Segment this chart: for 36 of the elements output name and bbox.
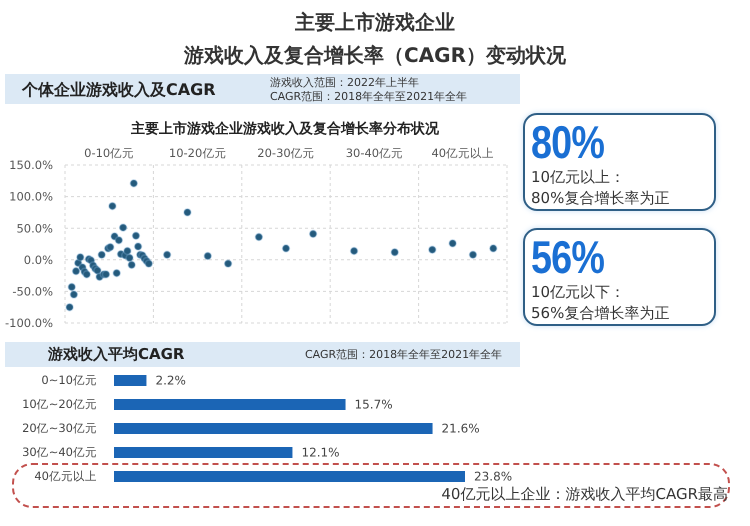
y-tick-label: 40亿元以上 bbox=[34, 469, 97, 484]
y-tick-label: 30亿~40亿元 bbox=[22, 445, 97, 460]
y-tick-label: 100.0% bbox=[9, 190, 54, 204]
y-tick-label: 0~10亿元 bbox=[41, 373, 97, 388]
x-tick-label: 30-40亿元 bbox=[346, 146, 404, 160]
text: 10亿元以上： bbox=[531, 168, 626, 186]
text: 80% bbox=[531, 116, 604, 168]
text: 56%复合增长率为正 bbox=[531, 304, 670, 322]
text: 10亿元以下： bbox=[531, 283, 626, 301]
data-label: 23.8% bbox=[474, 470, 512, 484]
text: 主要上市游戏企业 bbox=[295, 10, 455, 34]
x-tick-label: 0-10亿元 bbox=[84, 146, 134, 160]
text: 80%复合增长率为正 bbox=[531, 189, 670, 207]
y-tick-label: -50.0% bbox=[12, 284, 54, 298]
x-tick-label: 20-30亿元 bbox=[257, 146, 315, 160]
x-tick-label: 10-20亿元 bbox=[168, 146, 226, 160]
data-label: 12.1% bbox=[301, 446, 340, 460]
y-tick-label: 0.0% bbox=[24, 252, 54, 267]
annotation: 40亿元以上企业：游戏收入平均CAGR最高 bbox=[441, 485, 728, 503]
data-label: 2.2% bbox=[155, 374, 186, 388]
text: 游戏收入及复合增长率（CAGR）变动状况 bbox=[184, 43, 566, 67]
y-tick-label: 50.0% bbox=[16, 221, 54, 236]
chart-title: 主要上市游戏企业游戏收入及复合增长率分布状况 bbox=[131, 121, 439, 137]
text: 游戏收入范围：2022年上半年 bbox=[270, 76, 419, 89]
chart-title: 游戏收入平均CAGR bbox=[48, 345, 184, 363]
data-label: 21.6% bbox=[442, 422, 480, 436]
y-tick-label: 20亿~30亿元 bbox=[22, 421, 97, 436]
x-tick-label: 40亿元以上 bbox=[431, 146, 494, 160]
text: CAGR范围：2018年全年至2021年全年 bbox=[305, 348, 502, 361]
chart-subtitle: 个体企业游戏收入及CAGR bbox=[22, 80, 216, 99]
text: CAGR范围：2018年全年至2021年全年 bbox=[270, 90, 468, 103]
y-tick-label: 10亿~20亿元 bbox=[22, 397, 97, 412]
data-label: 15.7% bbox=[354, 398, 393, 412]
y-tick-label: 150.0% bbox=[9, 158, 54, 172]
text: 56% bbox=[531, 231, 604, 283]
y-tick-label: -100.0% bbox=[5, 316, 54, 330]
